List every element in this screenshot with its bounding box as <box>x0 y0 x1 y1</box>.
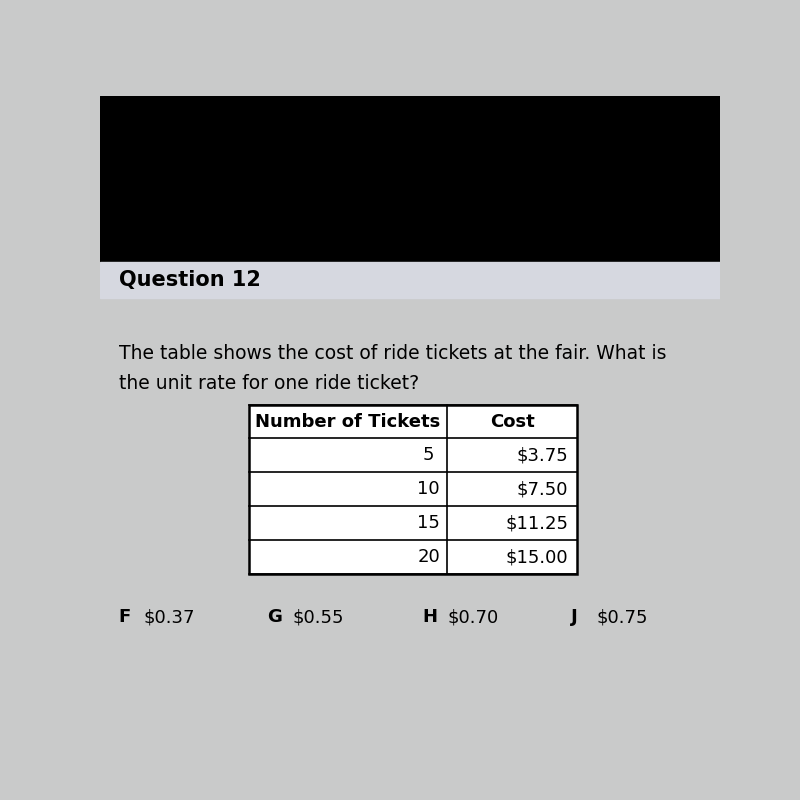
Text: The table shows the cost of ride tickets at the fair. What is: The table shows the cost of ride tickets… <box>118 344 666 363</box>
Text: Question 12: Question 12 <box>118 270 261 290</box>
Text: the unit rate for one ride ticket?: the unit rate for one ride ticket? <box>118 374 418 393</box>
Text: 10: 10 <box>418 480 440 498</box>
Text: 20: 20 <box>418 548 440 566</box>
Text: 5: 5 <box>423 446 434 465</box>
Text: $3.75: $3.75 <box>516 446 568 465</box>
Text: $11.25: $11.25 <box>505 514 568 532</box>
Bar <box>100 96 720 262</box>
Text: J: J <box>571 608 578 626</box>
Text: 15: 15 <box>417 514 440 532</box>
Text: Cost: Cost <box>490 413 534 430</box>
Text: F: F <box>118 608 131 626</box>
Text: $15.00: $15.00 <box>506 548 568 566</box>
Bar <box>100 262 720 298</box>
Text: $0.75: $0.75 <box>596 608 647 626</box>
Bar <box>249 405 578 574</box>
Text: G: G <box>267 608 282 626</box>
Text: $7.50: $7.50 <box>517 480 568 498</box>
Text: Number of Tickets: Number of Tickets <box>255 413 441 430</box>
Text: $0.55: $0.55 <box>292 608 344 626</box>
Text: $0.70: $0.70 <box>447 608 498 626</box>
Text: $0.37: $0.37 <box>143 608 195 626</box>
Text: H: H <box>422 608 438 626</box>
